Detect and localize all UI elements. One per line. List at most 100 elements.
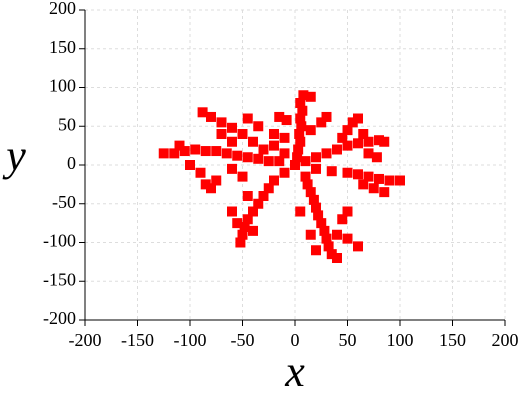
- point: [374, 135, 384, 146]
- x-tick-label: -50: [231, 330, 255, 350]
- point: [296, 121, 307, 132]
- point: [326, 249, 337, 260]
- point: [274, 156, 285, 167]
- point: [295, 113, 306, 124]
- point: [316, 117, 327, 128]
- point: [321, 233, 332, 244]
- point: [337, 214, 348, 225]
- point: [294, 129, 305, 139]
- x-tick-label: 150: [439, 330, 466, 350]
- point: [279, 167, 290, 178]
- point: [206, 183, 216, 194]
- point: [237, 129, 248, 139]
- point: [179, 146, 190, 157]
- point: [169, 148, 180, 159]
- point: [363, 136, 374, 147]
- point: [237, 171, 248, 182]
- y-tick-label: -100: [43, 231, 76, 251]
- x-tick-label: -100: [174, 330, 207, 350]
- point: [269, 129, 279, 139]
- y-tick-label: 200: [49, 0, 76, 18]
- point: [308, 194, 319, 205]
- point: [263, 156, 274, 167]
- point: [221, 148, 232, 159]
- point: [379, 136, 390, 147]
- point: [279, 148, 290, 159]
- point: [293, 144, 304, 155]
- point: [342, 206, 353, 217]
- point: [242, 152, 253, 163]
- point: [321, 111, 332, 122]
- point: [353, 241, 363, 252]
- point: [239, 222, 250, 232]
- point: [342, 233, 353, 244]
- point: [248, 136, 258, 147]
- y-tick-label: 0: [67, 153, 76, 173]
- point: [332, 253, 342, 263]
- y-tick-label: 150: [49, 37, 76, 57]
- point: [195, 167, 206, 178]
- point: [295, 136, 306, 147]
- y-tick-label: -200: [43, 308, 76, 328]
- point: [363, 171, 374, 182]
- point: [248, 206, 258, 217]
- y-tick-label: -150: [43, 269, 76, 289]
- point: [353, 138, 363, 149]
- point: [311, 245, 321, 256]
- point: [358, 179, 369, 190]
- point: [321, 148, 332, 159]
- y-tick-label: -50: [52, 192, 76, 212]
- point: [242, 113, 253, 124]
- point: [363, 148, 374, 159]
- x-tick-label: -200: [69, 330, 102, 350]
- point: [342, 140, 353, 151]
- point: [258, 191, 269, 201]
- point: [232, 150, 243, 161]
- point: [305, 229, 316, 240]
- point: [237, 229, 248, 240]
- point: [253, 153, 264, 164]
- point: [216, 117, 227, 128]
- point: [185, 160, 195, 170]
- point: [379, 187, 390, 198]
- point: [353, 113, 363, 124]
- point: [347, 117, 358, 128]
- point: [368, 183, 379, 194]
- point: [342, 125, 353, 136]
- y-tick-label: 100: [49, 76, 76, 96]
- point: [300, 156, 311, 167]
- point: [305, 91, 316, 102]
- point: [281, 115, 292, 126]
- point: [326, 166, 337, 177]
- point: [242, 214, 253, 225]
- point: [316, 218, 327, 229]
- point: [227, 122, 237, 133]
- point: [227, 206, 237, 217]
- point: [337, 132, 348, 143]
- point: [258, 144, 269, 155]
- x-axis-label: x: [284, 347, 305, 396]
- point: [211, 146, 222, 157]
- point: [297, 105, 308, 116]
- y-tick-label: 50: [58, 114, 76, 134]
- point: [211, 175, 222, 186]
- point: [295, 98, 306, 108]
- x-tick-label: 200: [492, 330, 519, 350]
- x-tick-label: 50: [339, 330, 357, 350]
- point: [269, 140, 279, 151]
- point: [242, 191, 253, 201]
- x-tick-label: 0: [291, 330, 300, 350]
- point: [374, 173, 384, 184]
- point: [300, 171, 311, 182]
- point: [197, 107, 208, 118]
- point: [332, 229, 342, 240]
- x-tick-label: 100: [387, 330, 414, 350]
- point: [206, 111, 216, 122]
- point: [358, 129, 369, 139]
- point: [298, 90, 309, 101]
- point: [342, 167, 353, 178]
- point: [319, 225, 330, 236]
- point: [313, 210, 324, 221]
- point: [232, 218, 243, 229]
